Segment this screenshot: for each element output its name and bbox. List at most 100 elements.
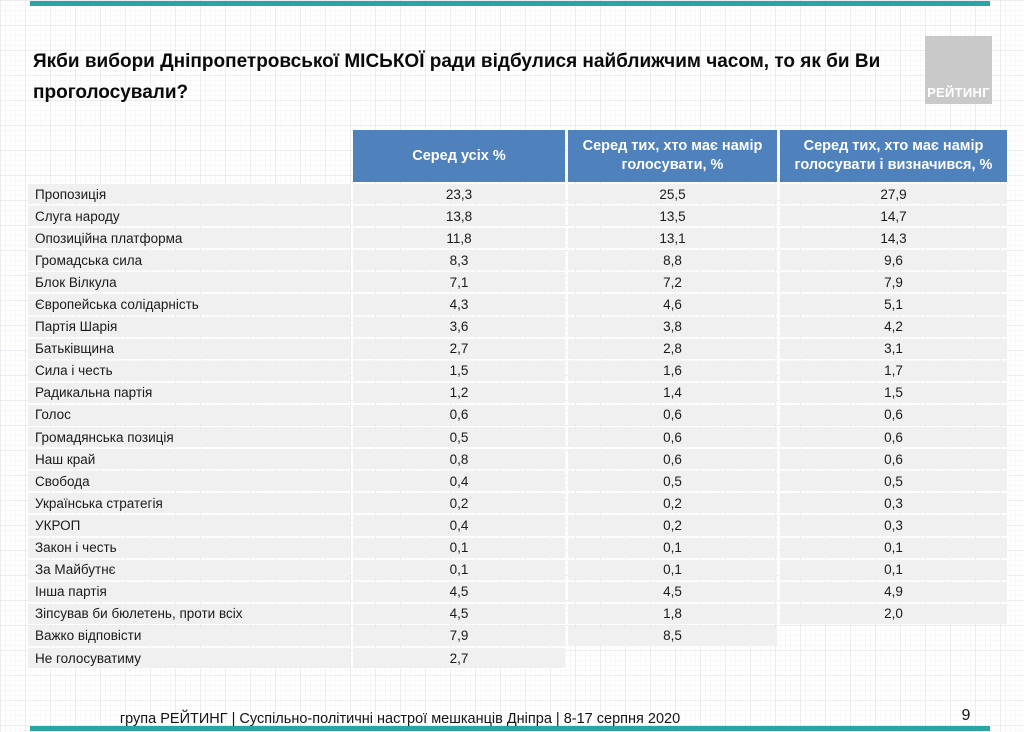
row-label: Слуга народу — [28, 206, 350, 227]
row-value: 0,8 — [353, 449, 565, 470]
row-value: 0,1 — [780, 537, 1007, 558]
row-value: 0,3 — [780, 493, 1007, 514]
row-value: 0,1 — [568, 537, 777, 558]
row-value: 0,1 — [780, 559, 1007, 580]
row-label: Блок Вілкула — [28, 272, 350, 293]
column-header: Серед тих, хто має намір голосувати, % — [568, 130, 777, 182]
row-value: 5,1 — [780, 294, 1007, 315]
row-value: 0,2 — [568, 493, 777, 514]
row-value: 7,1 — [353, 272, 565, 293]
row-label: Сила і честь — [28, 360, 350, 381]
row-value: 0,6 — [568, 404, 777, 426]
row-value: 1,5 — [353, 360, 565, 381]
row-value: 0,1 — [353, 559, 565, 580]
row-label: Свобода — [28, 471, 350, 492]
results-table: Серед усіх % Серед тих, хто має намір гол… — [28, 130, 1007, 669]
row-value: 0,5 — [353, 427, 565, 448]
row-value: 0,2 — [568, 515, 777, 536]
row-value: 1,6 — [568, 360, 777, 381]
row-value: 0,6 — [568, 449, 777, 470]
title-panel: Якби вибори Дніпропетровської МІСЬКОЇ ра… — [28, 33, 920, 111]
row-label: Радикальна партія — [28, 382, 350, 403]
bottom-accent-bar — [30, 726, 990, 731]
footer-caption: група РЕЙТИНГ | Суспільно-політичні наст… — [119, 711, 681, 727]
row-value: 0,6 — [353, 404, 565, 426]
rating-logo-label: РЕЙТИНГ — [927, 85, 990, 100]
row-label: Батьківщина — [28, 338, 350, 359]
row-value-empty — [780, 626, 1007, 646]
rating-logo: РЕЙТИНГ — [925, 36, 992, 104]
row-value: 3,6 — [353, 316, 565, 337]
row-label: За Майбутнє — [28, 559, 350, 580]
row-value: 8,5 — [568, 625, 777, 646]
row-value: 0,4 — [353, 471, 565, 492]
row-label: Важко відповісти — [28, 625, 350, 646]
row-value: 0,2 — [353, 493, 565, 514]
row-value: 8,8 — [568, 250, 777, 271]
row-label: Громадська сила — [28, 250, 350, 271]
row-label: Наш край — [28, 449, 350, 470]
row-label: Партія Шарія — [28, 316, 350, 337]
row-value: 1,4 — [568, 382, 777, 403]
row-label: Не голосуватиму — [28, 647, 350, 669]
row-value: 1,5 — [780, 382, 1007, 403]
row-value: 14,7 — [780, 206, 1007, 227]
row-label: Інша партія — [28, 581, 350, 602]
row-label: Зіпсував би бюлетень, проти всіх — [28, 603, 350, 624]
row-value: 13,5 — [568, 206, 777, 227]
row-label: Опозиційна платформа — [28, 228, 350, 249]
row-label: Закон і честь — [28, 537, 350, 558]
slide-title: Якби вибори Дніпропетровської МІСЬКОЇ ра… — [33, 51, 881, 103]
row-label: Голос — [28, 404, 350, 426]
page-number: 9 — [961, 707, 971, 724]
row-value: 4,2 — [780, 316, 1007, 337]
row-value: 0,3 — [780, 515, 1007, 536]
row-value: 4,5 — [353, 581, 565, 602]
row-value: 0,1 — [353, 537, 565, 558]
row-value: 0,6 — [568, 427, 777, 448]
row-value: 2,0 — [780, 603, 1007, 624]
row-value: 0,1 — [568, 559, 777, 580]
row-value: 0,6 — [780, 449, 1007, 470]
row-label: Європейська солідарність — [28, 294, 350, 315]
row-value: 3,1 — [780, 338, 1007, 359]
row-value: 2,7 — [353, 647, 565, 669]
row-value: 4,5 — [568, 581, 777, 602]
row-value: 0,5 — [780, 471, 1007, 492]
column-header: Серед тих, хто має намір голосувати і ви… — [780, 130, 1007, 182]
row-value: 1,7 — [780, 360, 1007, 381]
row-value: 1,8 — [568, 603, 777, 624]
row-value: 0,4 — [353, 515, 565, 536]
table-corner-spacer — [28, 130, 350, 182]
row-label: Українська стратегія — [28, 493, 350, 514]
row-value: 11,8 — [353, 228, 565, 249]
row-label: Пропозиція — [28, 184, 350, 205]
row-value: 3,8 — [568, 316, 777, 337]
row-value: 13,8 — [353, 206, 565, 227]
row-value: 4,9 — [780, 581, 1007, 602]
row-value: 4,5 — [353, 603, 565, 624]
row-value-empty — [568, 648, 777, 668]
row-value: 8,3 — [353, 250, 565, 271]
row-value: 0,6 — [780, 427, 1007, 448]
row-label: Громадянська позиція — [28, 427, 350, 448]
row-value: 0,6 — [780, 404, 1007, 426]
row-value: 9,6 — [780, 250, 1007, 271]
row-value: 4,3 — [353, 294, 565, 315]
row-value: 13,1 — [568, 228, 777, 249]
row-value: 7,2 — [568, 272, 777, 293]
row-value: 0,5 — [568, 471, 777, 492]
row-value: 2,7 — [353, 338, 565, 359]
row-value-empty — [780, 648, 1007, 668]
row-value: 7,9 — [780, 272, 1007, 293]
row-value: 7,9 — [353, 625, 565, 646]
row-value: 23,3 — [353, 184, 565, 205]
row-value: 27,9 — [780, 184, 1007, 205]
column-header: Серед усіх % — [353, 130, 565, 182]
row-value: 14,3 — [780, 228, 1007, 249]
row-value: 1,2 — [353, 382, 565, 403]
row-label: УКРОП — [28, 515, 350, 536]
top-accent-bar — [30, 1, 990, 6]
row-value: 25,5 — [568, 184, 777, 205]
